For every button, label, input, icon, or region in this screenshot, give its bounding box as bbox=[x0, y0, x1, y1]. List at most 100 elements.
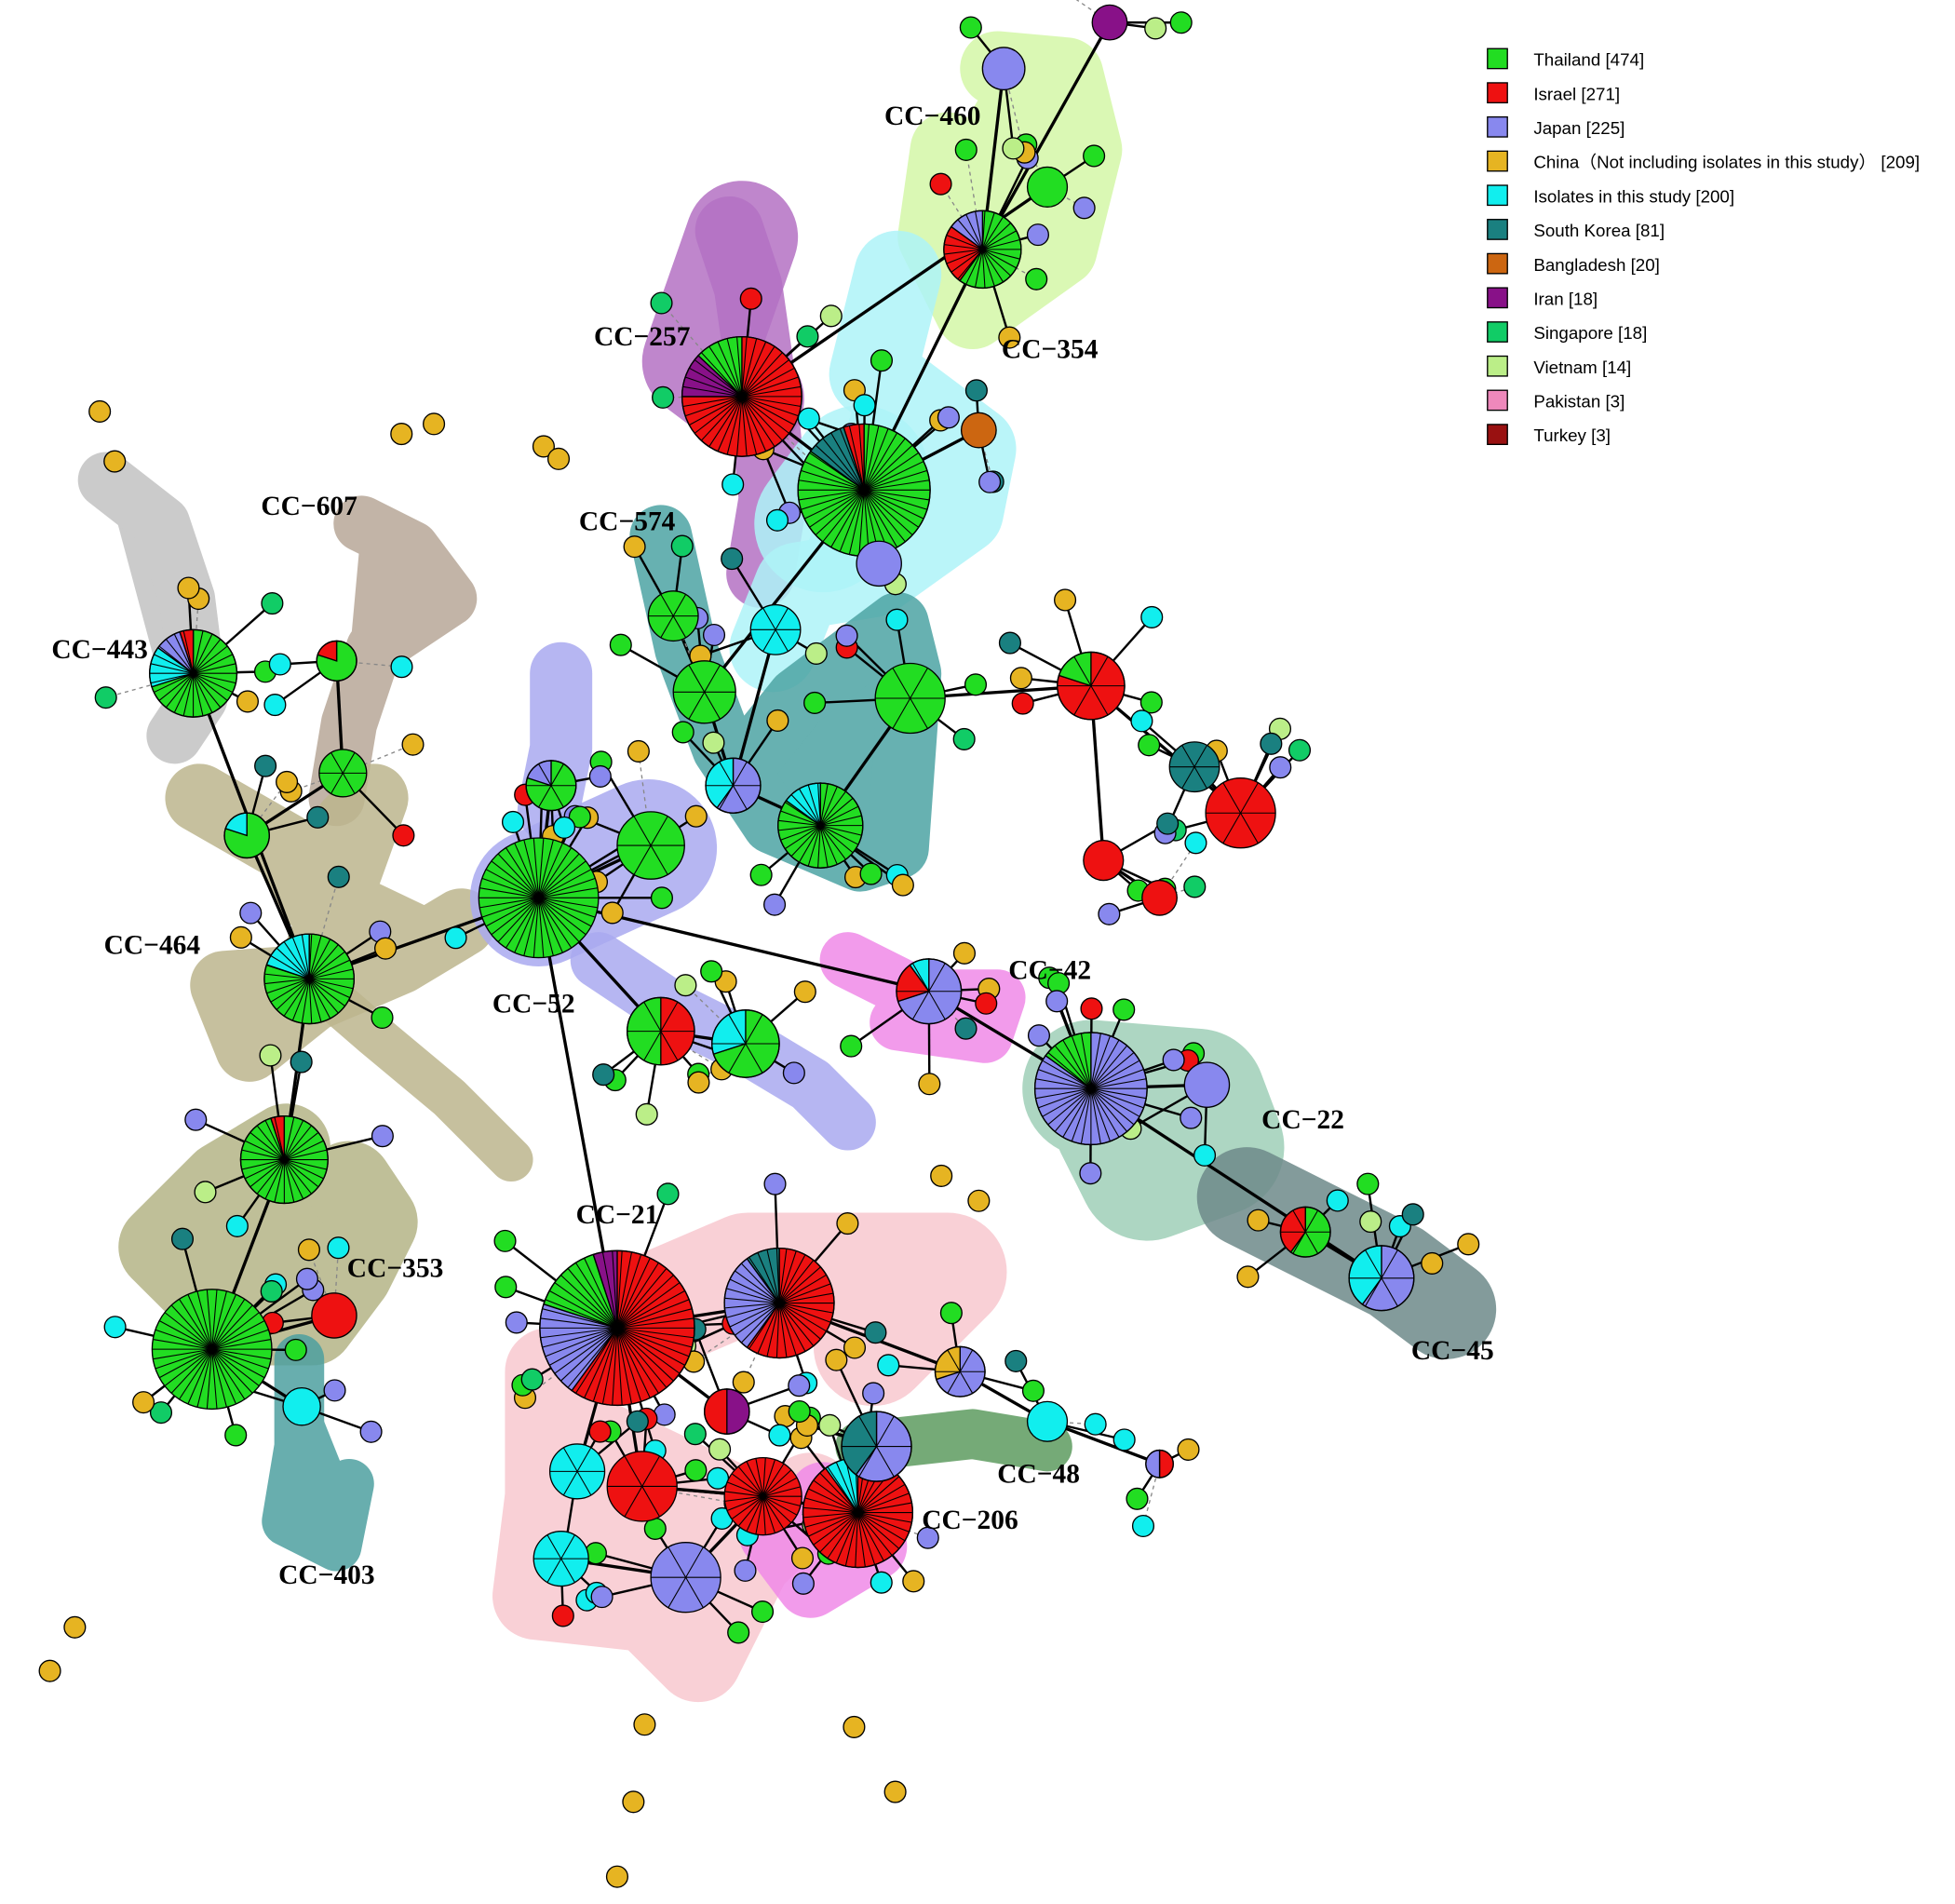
node-outline bbox=[705, 757, 762, 814]
node-spoke bbox=[540, 1317, 618, 1329]
node-spoke bbox=[982, 249, 1018, 269]
node-spoke bbox=[616, 1327, 694, 1339]
node-spoke bbox=[735, 1303, 780, 1336]
node-spoke bbox=[981, 249, 986, 289]
node-spoke bbox=[1090, 1087, 1144, 1109]
legend-label: Turkey [3] bbox=[1533, 425, 1611, 445]
cluster-label: CC−257 bbox=[594, 322, 691, 352]
node-spoke bbox=[911, 963, 930, 993]
node-spoke bbox=[1071, 1088, 1092, 1142]
node-spoke bbox=[193, 672, 228, 701]
node-spoke bbox=[855, 1512, 858, 1568]
node-spoke bbox=[741, 396, 767, 452]
node bbox=[1288, 738, 1312, 762]
node-spoke bbox=[616, 1328, 642, 1402]
node-spoke bbox=[839, 428, 865, 491]
node-spoke bbox=[762, 1495, 792, 1523]
node-spoke bbox=[158, 1320, 212, 1350]
node-outline bbox=[223, 812, 270, 859]
node-spoke bbox=[741, 396, 748, 457]
node-slice bbox=[1145, 1449, 1161, 1479]
node-spoke bbox=[982, 239, 1020, 250]
node-spoke bbox=[667, 1546, 687, 1578]
node-spoke bbox=[947, 1371, 961, 1394]
node-spoke bbox=[804, 1512, 858, 1528]
node bbox=[295, 1267, 318, 1290]
node-spoke bbox=[817, 783, 821, 826]
node bbox=[656, 1182, 680, 1206]
node bbox=[864, 1321, 887, 1344]
node-spoke bbox=[748, 1303, 780, 1350]
node bbox=[1083, 840, 1125, 882]
node-spoke bbox=[856, 1512, 876, 1565]
node-spoke bbox=[951, 249, 983, 273]
node bbox=[671, 721, 694, 744]
node-spoke bbox=[1193, 745, 1207, 767]
node-spoke bbox=[778, 1274, 827, 1304]
node bbox=[103, 1316, 127, 1339]
node-spoke bbox=[330, 773, 344, 794]
node-spoke bbox=[689, 367, 743, 398]
node bbox=[964, 379, 988, 402]
cluster-label: CC−403 bbox=[278, 1560, 375, 1590]
node-spoke bbox=[1304, 1209, 1319, 1233]
node-spoke bbox=[863, 461, 924, 491]
node-spoke bbox=[550, 763, 564, 787]
node bbox=[284, 1338, 307, 1361]
node-spoke bbox=[308, 979, 339, 1014]
node-spoke bbox=[538, 897, 586, 936]
node-spoke bbox=[1090, 1045, 1128, 1089]
node bbox=[1139, 691, 1163, 714]
node-spoke bbox=[612, 1250, 618, 1329]
node bbox=[1144, 17, 1167, 40]
node-spoke bbox=[801, 489, 865, 510]
node-spoke bbox=[308, 938, 331, 979]
node bbox=[967, 1189, 991, 1212]
node-spoke bbox=[778, 1283, 831, 1304]
node-spoke bbox=[1042, 1087, 1092, 1117]
node-spoke bbox=[848, 490, 865, 555]
node-spoke bbox=[892, 697, 911, 729]
node-spoke bbox=[719, 761, 734, 787]
node bbox=[1026, 223, 1049, 247]
node-spoke bbox=[308, 959, 351, 979]
node-spoke bbox=[863, 490, 906, 543]
node-outline bbox=[1057, 651, 1126, 721]
node bbox=[803, 691, 827, 714]
node-spoke bbox=[778, 1254, 806, 1303]
node bbox=[622, 1790, 645, 1814]
node-spoke bbox=[981, 212, 995, 250]
node-spoke bbox=[244, 1140, 285, 1161]
node-spoke bbox=[538, 887, 599, 898]
node bbox=[877, 1354, 900, 1377]
node bbox=[401, 733, 425, 756]
node bbox=[327, 865, 350, 888]
node-spoke bbox=[808, 1488, 858, 1514]
node-spoke bbox=[256, 1159, 285, 1195]
node-spoke bbox=[819, 825, 829, 868]
cluster-label: CC−22 bbox=[1261, 1105, 1344, 1135]
node-spoke bbox=[211, 1349, 218, 1410]
node-spoke bbox=[802, 1506, 858, 1514]
node bbox=[1130, 709, 1153, 733]
node-spoke bbox=[284, 1140, 324, 1161]
node bbox=[236, 690, 259, 713]
node-spoke bbox=[567, 1328, 618, 1388]
node-spoke bbox=[562, 1471, 578, 1496]
node-spoke bbox=[284, 1149, 328, 1161]
node bbox=[840, 1034, 863, 1058]
node-spoke bbox=[778, 1303, 831, 1323]
node-spoke bbox=[737, 1465, 764, 1497]
node-spoke bbox=[982, 249, 1020, 260]
node-spoke bbox=[309, 978, 354, 990]
node-spoke bbox=[944, 249, 983, 255]
node-spoke bbox=[813, 1512, 858, 1546]
node-outline bbox=[316, 640, 357, 682]
node-spoke bbox=[778, 1303, 834, 1314]
node-spoke bbox=[1054, 1045, 1092, 1089]
node-outline bbox=[934, 1345, 986, 1398]
node-spoke bbox=[726, 1303, 780, 1318]
node-spoke bbox=[762, 1495, 775, 1533]
node-spoke bbox=[857, 1512, 900, 1549]
node-spoke bbox=[762, 1463, 785, 1497]
